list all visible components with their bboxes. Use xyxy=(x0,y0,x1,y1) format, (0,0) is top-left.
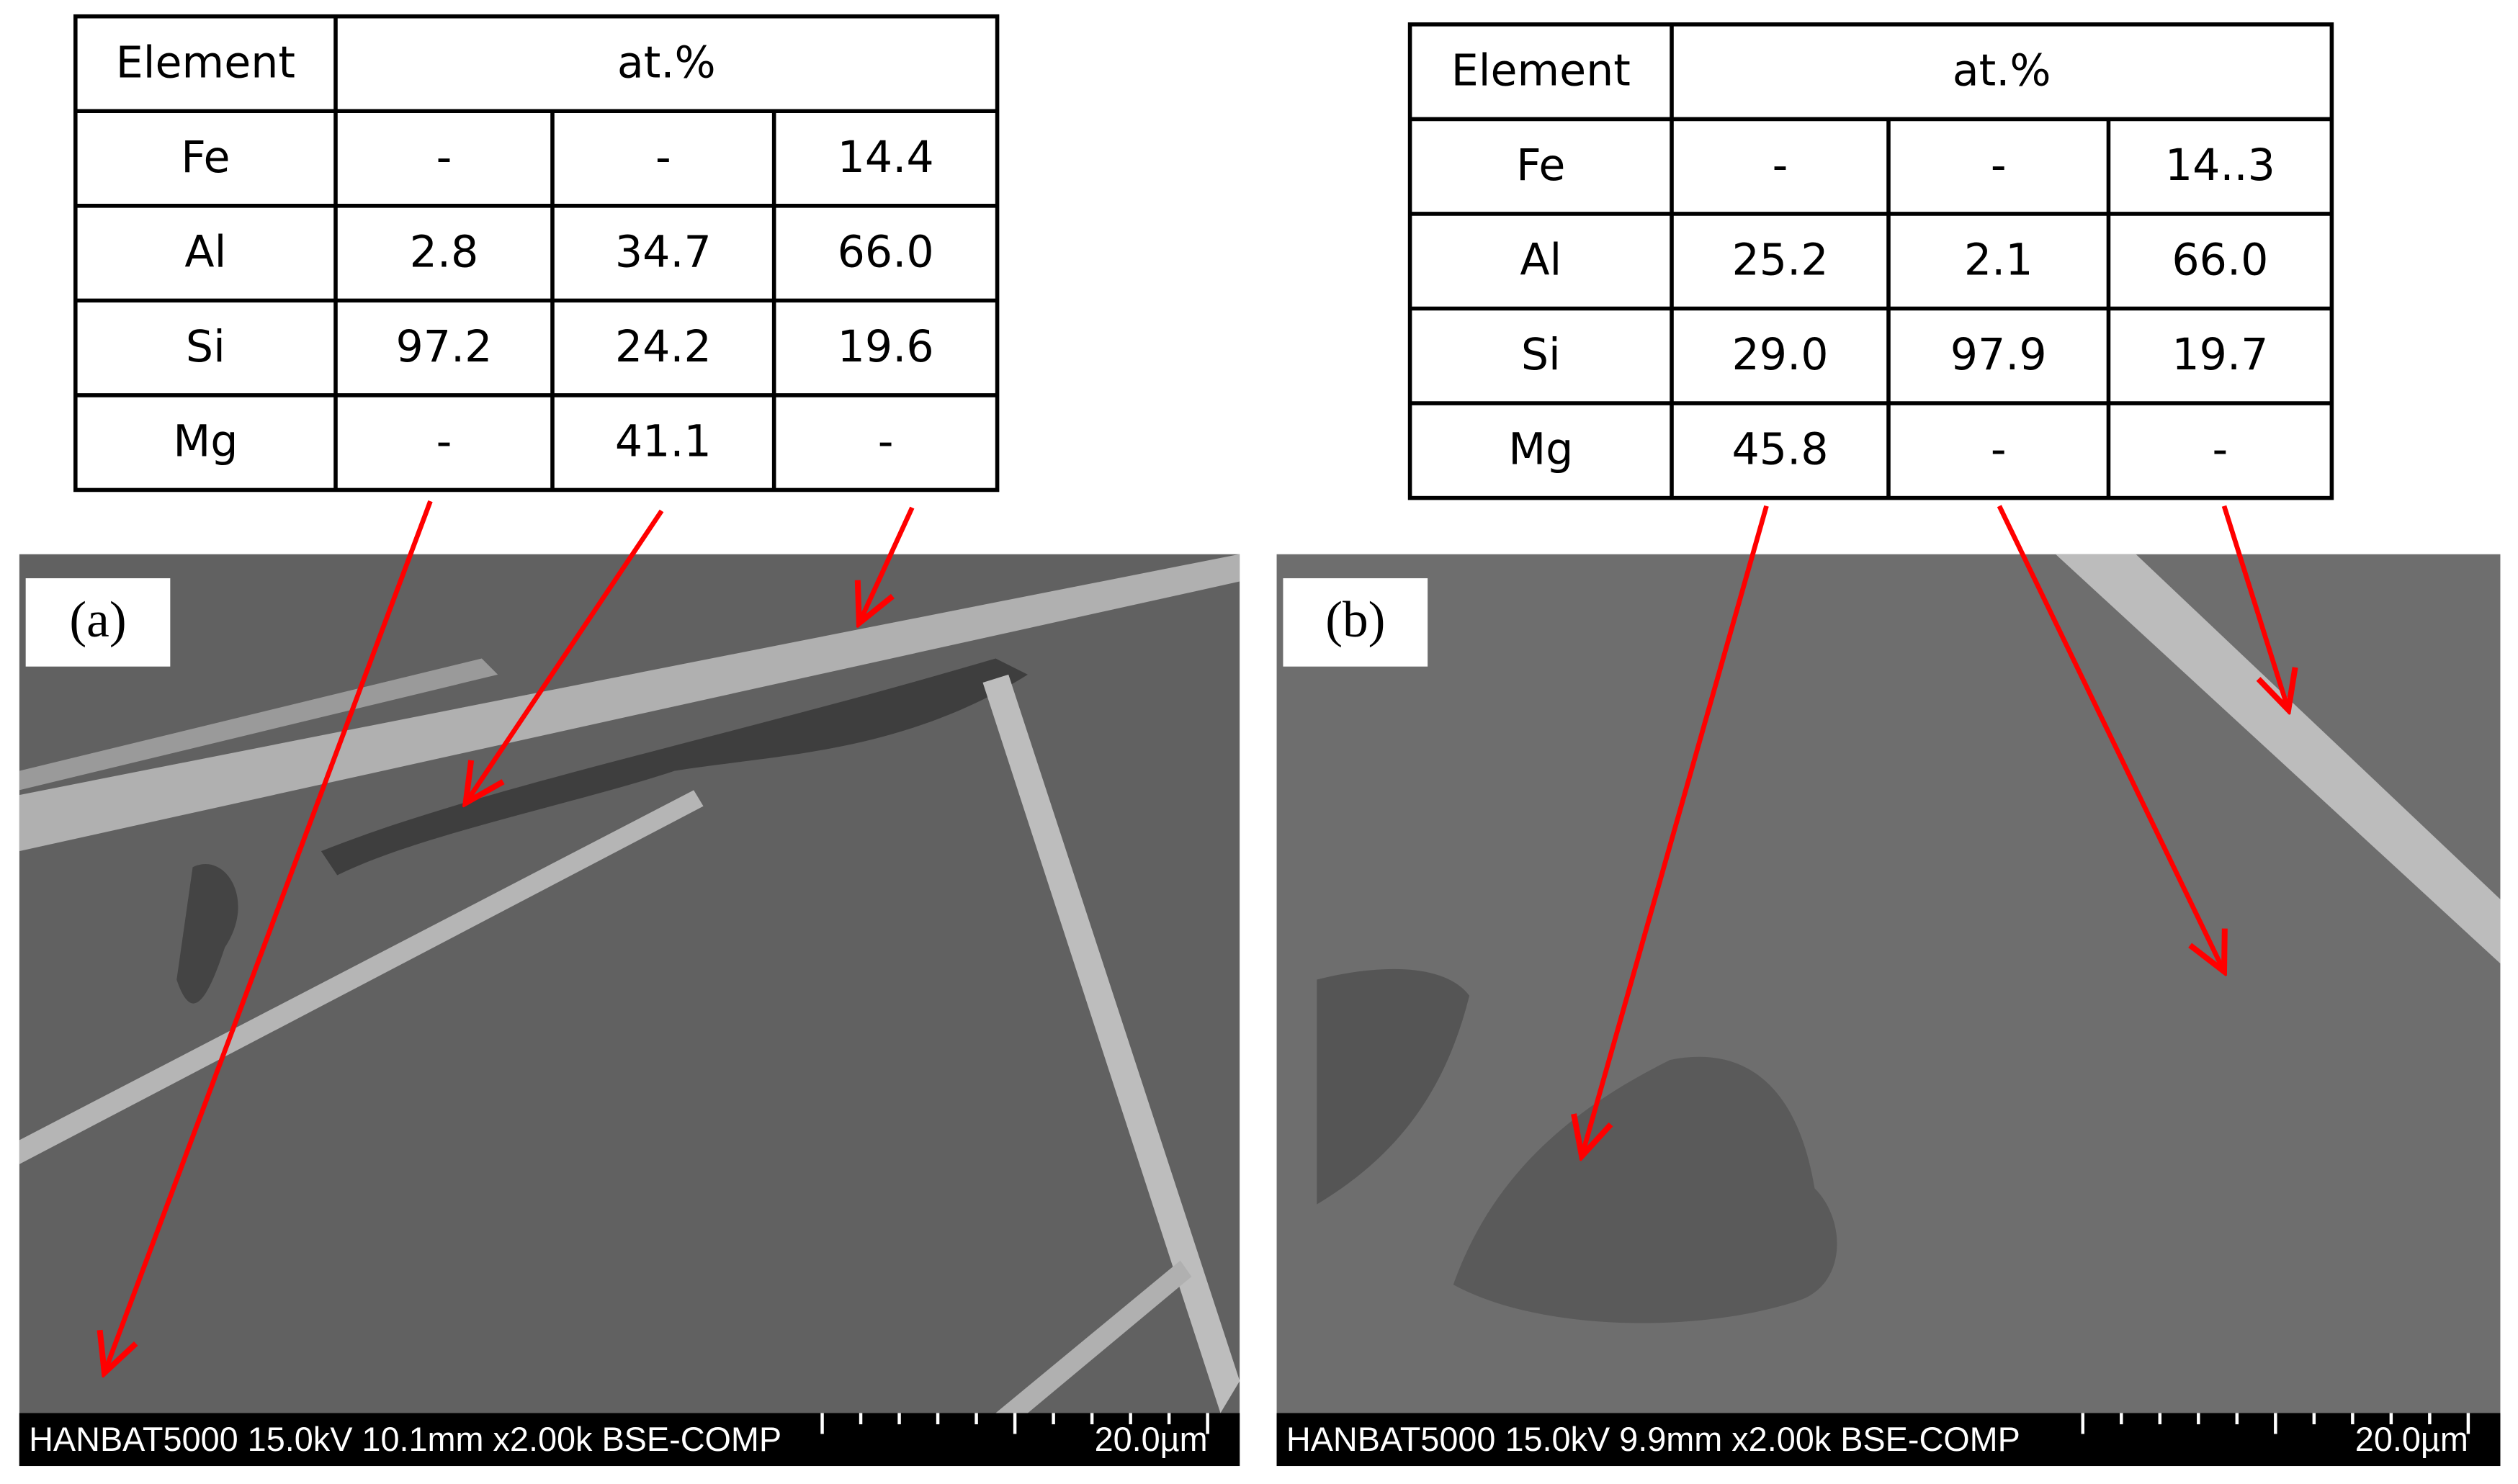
table-cell: Al xyxy=(184,227,226,277)
scale-bar: 20.0µm xyxy=(1095,1421,1208,1458)
table-cell: - xyxy=(1773,140,1788,191)
table-cell: 97.9 xyxy=(1950,330,2047,380)
table-cell: 97.2 xyxy=(395,322,492,372)
panel-label: (a) xyxy=(69,591,126,648)
label-box xyxy=(25,578,171,667)
table-cell: 14.4 xyxy=(838,132,934,183)
sem-info: HANBAT5000 15.0kV 10.1mm x2.00k BSE-COMP xyxy=(29,1421,781,1458)
table: Element at.% Fe - - 14.4 Al 2.8 34.7 66.0 Si 97.2 24… xyxy=(73,14,1000,493)
panel-label: (b) xyxy=(1325,591,1385,648)
info-bar xyxy=(19,1413,1240,1467)
table-cell: - xyxy=(1991,140,2007,191)
sem-info: HANBAT5000 15.0kV 9.9mm x2.00k BSE-COMP xyxy=(1286,1421,2020,1458)
label-box xyxy=(1283,578,1428,667)
table-cell: 34.7 xyxy=(615,227,712,277)
table-cell: 14..3 xyxy=(2165,140,2275,191)
table-cell: - xyxy=(2213,425,2228,475)
table-cell: Mg xyxy=(1508,425,1573,475)
table-cell: 19.7 xyxy=(2172,330,2268,380)
table-cell: 25.2 xyxy=(1731,235,1828,286)
table-border xyxy=(1407,22,2334,500)
table-cell: Fe xyxy=(1516,140,1565,191)
table-cell: Si xyxy=(1521,330,1561,380)
table-cell: 2.1 xyxy=(1964,235,2033,286)
table-cell: - xyxy=(436,417,452,467)
table-cell: Si xyxy=(186,322,225,372)
table-border xyxy=(73,14,1000,493)
table-cell: 2.8 xyxy=(410,227,479,277)
header-cell: Element xyxy=(116,37,295,88)
table-cell: 45.8 xyxy=(1731,425,1828,475)
table-cell: - xyxy=(878,417,894,467)
table-cell: 29.0 xyxy=(1731,330,1828,380)
table-cell: 41.1 xyxy=(615,417,712,467)
table-cell: 19.6 xyxy=(838,322,934,372)
table: Element at.% Fe - - 14..3 Al 25.2 2.1 66.0 Si 29.0 9… xyxy=(1407,22,2334,500)
table-cell: - xyxy=(655,132,671,183)
info-bar xyxy=(1276,1413,2501,1467)
header-cell: at.% xyxy=(617,37,716,88)
table-cell: 24.2 xyxy=(615,322,712,372)
sem-image-a xyxy=(19,554,1240,1467)
table-cell: Mg xyxy=(173,417,238,467)
table-cell: - xyxy=(436,132,452,183)
table-cell: Al xyxy=(1520,235,1562,286)
header-cell: at.% xyxy=(1953,45,2051,96)
table-cell: - xyxy=(1991,425,2007,475)
table-cell: Fe xyxy=(181,132,230,183)
sem-image-b xyxy=(1276,554,2501,1467)
header-cell: Element xyxy=(1451,45,1631,96)
table-cell: 66.0 xyxy=(2172,235,2268,286)
scale-bar: 20.0µm xyxy=(2355,1421,2468,1458)
table-cell: 66.0 xyxy=(838,227,934,277)
arrows xyxy=(104,500,2288,1373)
